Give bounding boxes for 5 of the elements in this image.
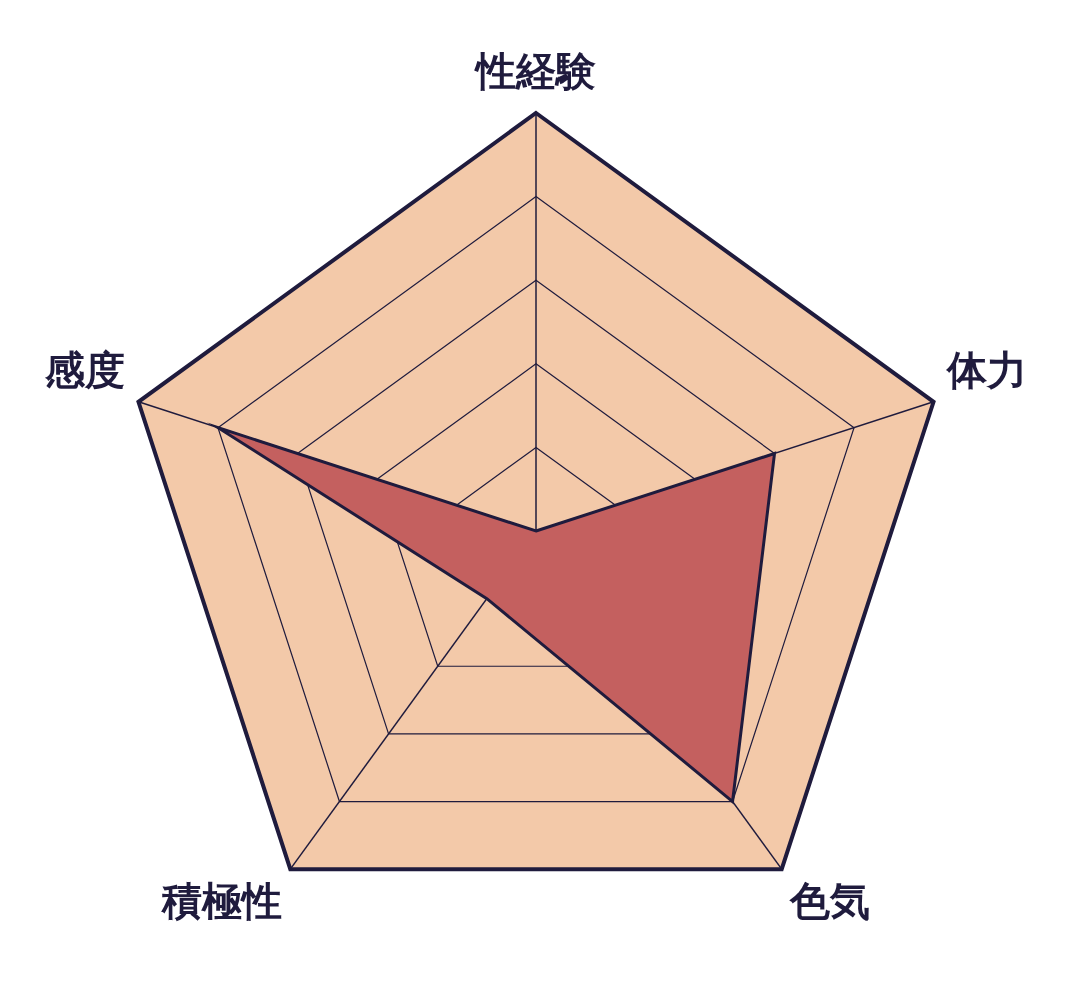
spoke-label: 積極性 xyxy=(161,877,283,924)
spoke-label: 体力 xyxy=(944,346,1027,393)
spoke-label: 感度 xyxy=(44,346,126,393)
spoke-label: 色気 xyxy=(788,877,870,924)
spoke-label: 性経験 xyxy=(474,48,596,95)
